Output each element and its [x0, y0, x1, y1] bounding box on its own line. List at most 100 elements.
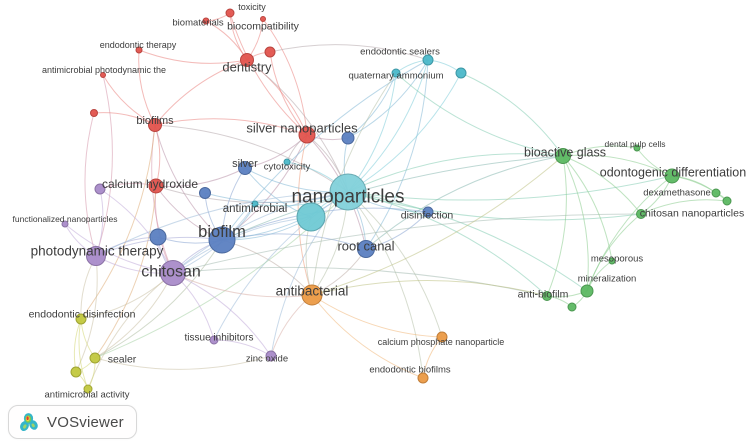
- node-bioactive-glass[interactable]: [555, 148, 571, 164]
- edge: [221, 233, 367, 250]
- edge: [172, 272, 313, 298]
- edge: [347, 153, 564, 193]
- node-endodontic-biofilms[interactable]: [417, 372, 429, 384]
- edge: [94, 185, 157, 359]
- node-antimicrobial-photodynamic-the[interactable]: [100, 72, 106, 78]
- labels-layer: toxicity biomaterials biocompatibility endo…: [13, 2, 747, 400]
- node-label-sealer: sealer: [108, 354, 137, 366]
- edge: [154, 124, 223, 241]
- node-antimicrobial[interactable]: [251, 200, 259, 208]
- node-unlabeled-32[interactable]: [70, 366, 82, 378]
- node-disinfection[interactable]: [422, 206, 434, 218]
- edge: [87, 272, 174, 390]
- node-photodynamic-therapy[interactable]: [86, 246, 106, 266]
- node-unlabeled-47[interactable]: [455, 67, 467, 79]
- node-label-biocompatibility: biocompatibility: [227, 21, 300, 33]
- edge: [640, 199, 728, 215]
- node-biomaterials[interactable]: [202, 17, 210, 25]
- edge: [311, 294, 424, 379]
- node-mineralization[interactable]: [580, 284, 594, 298]
- node-endodontic-therapy[interactable]: [135, 46, 143, 54]
- node-label-silver: silver: [232, 158, 258, 170]
- node-label-quaternary-ammonium: quaternary ammonium: [348, 70, 443, 81]
- edge: [269, 51, 308, 136]
- node-zinc-oxide[interactable]: [265, 350, 277, 362]
- node-cytotoxicity[interactable]: [283, 158, 291, 166]
- node-toxicity[interactable]: [225, 8, 235, 18]
- node-endodontic-sealers[interactable]: [422, 54, 434, 66]
- edge: [347, 191, 443, 338]
- node-dental-pulp-cells[interactable]: [633, 144, 641, 152]
- node-nanoparticles[interactable]: [329, 173, 367, 211]
- node-antimicrobial-activity[interactable]: [83, 384, 93, 394]
- node-unlabeled-7[interactable]: [90, 109, 98, 117]
- node-calcium-phosphate-nanoparticle[interactable]: [436, 331, 448, 343]
- edge: [213, 191, 349, 341]
- node-unlabeled-6[interactable]: [264, 46, 276, 58]
- edge: [172, 216, 312, 274]
- node-silver-nanoparticles[interactable]: [298, 126, 316, 144]
- edge: [80, 124, 156, 320]
- node-chitosan-nanoparticles[interactable]: [636, 209, 646, 219]
- node-unlabeled-41[interactable]: [722, 196, 732, 206]
- node-dexamethasone[interactable]: [711, 188, 721, 198]
- node-label-disinfection: disinfection: [401, 210, 454, 222]
- edge: [221, 155, 564, 241]
- edge: [546, 155, 567, 297]
- edge: [95, 74, 113, 257]
- node-unlabeled-15[interactable]: [149, 228, 167, 246]
- node-label-bioactive-glass: bioactive glass: [524, 145, 606, 159]
- node-unlabeled-17[interactable]: [341, 131, 355, 145]
- node-label-biomaterials: biomaterials: [172, 17, 223, 28]
- node-calcium-hydroxide[interactable]: [148, 178, 164, 194]
- edge: [365, 59, 429, 250]
- nodes-layer: [61, 8, 732, 394]
- edge: [172, 213, 642, 274]
- node-label-tissue-inhibitors: tissue inhibitors: [185, 333, 254, 344]
- node-unlabeled-16[interactable]: [199, 187, 211, 199]
- node-label-antimicrobial-photodynamic-the: antimicrobial photodynamic the: [42, 65, 166, 75]
- node-label-silver-nanoparticles: silver nanoparticles: [246, 121, 358, 136]
- node-anti-biofilm[interactable]: [542, 291, 552, 301]
- node-label-biofilms: biofilms: [136, 115, 174, 127]
- node-label-endodontic-biofilms: endodontic biofilms: [369, 364, 451, 375]
- edge: [155, 167, 246, 187]
- node-functionalized-nanoparticles[interactable]: [61, 220, 69, 228]
- node-odontogenic-differentiation[interactable]: [664, 168, 680, 184]
- edge: [347, 72, 462, 193]
- edge: [586, 213, 642, 292]
- node-sealer[interactable]: [89, 352, 101, 364]
- node-antibacterial[interactable]: [301, 284, 323, 306]
- node-mesoporous[interactable]: [608, 257, 616, 265]
- edge: [347, 191, 588, 292]
- node-label-biofilm: biofilm: [198, 223, 246, 241]
- node-biocompatibility[interactable]: [260, 16, 266, 22]
- node-tissue-inhibitors[interactable]: [209, 335, 219, 345]
- node-dentistry[interactable]: [240, 53, 254, 67]
- edge: [138, 49, 248, 64]
- node-root-canal[interactable]: [357, 240, 375, 258]
- node-label-photodynamic-therapy: photodynamic therapy: [31, 244, 164, 259]
- node-unlabeled-20[interactable]: [296, 202, 326, 232]
- edge: [95, 191, 349, 257]
- node-biofilms[interactable]: [148, 118, 162, 132]
- edge: [94, 239, 223, 359]
- node-silver[interactable]: [238, 161, 252, 175]
- edge: [154, 124, 349, 193]
- node-label-mesoporous: mesoporous: [591, 253, 644, 264]
- node-quaternary-ammonium[interactable]: [391, 68, 401, 78]
- edge: [269, 44, 429, 61]
- node-unlabeled-24[interactable]: [94, 183, 106, 195]
- node-label-endodontic-sealers: endodontic sealers: [360, 46, 440, 57]
- node-endodontic-disinfection[interactable]: [75, 313, 87, 325]
- edge: [172, 191, 349, 274]
- node-label-anti-biofilm: anti-biofilm: [518, 289, 569, 301]
- node-biofilm[interactable]: [208, 226, 236, 254]
- node-label-toxicity: toxicity: [238, 2, 266, 12]
- vosviewer-logo-badge: VOSviewer: [8, 405, 137, 439]
- node-label-zinc-oxide: zinc oxide: [246, 353, 288, 364]
- node-unlabeled-46[interactable]: [567, 302, 577, 312]
- node-chitosan[interactable]: [160, 260, 186, 286]
- edge: [80, 318, 96, 359]
